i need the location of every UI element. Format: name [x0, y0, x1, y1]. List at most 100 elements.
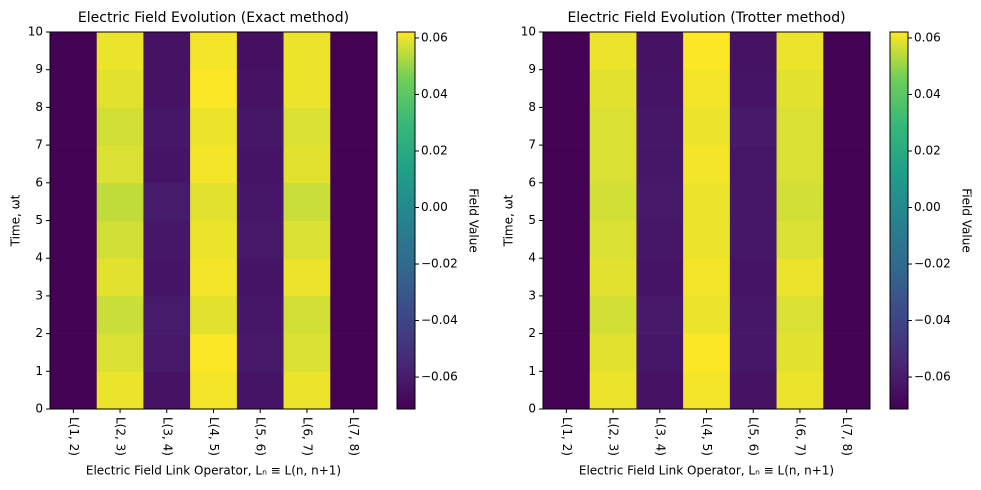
heatmap-cell	[776, 182, 824, 221]
colorbar-tick-label: 0.02	[421, 143, 448, 157]
heatmap-cell	[776, 333, 824, 372]
x-tick-label: L(2, 3)	[607, 417, 621, 456]
heatmap-cell	[589, 182, 637, 221]
colorbar-tick-label: −0.04	[914, 313, 951, 327]
x-tick-label: L(3, 4)	[160, 417, 174, 456]
heatmap-cell	[283, 69, 331, 108]
y-tick-label: 1	[528, 364, 536, 378]
heatmap-cell	[236, 69, 284, 108]
heatmap-cell	[683, 220, 731, 259]
heatmap-cell	[283, 371, 331, 410]
x-tick-label: L(4, 5)	[700, 417, 714, 456]
x-axis-label: Electric Field Link Operator, Lₙ ≡ L(n, …	[86, 464, 341, 478]
heatmap-cell	[823, 32, 871, 70]
heatmap-cell	[589, 69, 637, 108]
x-axis-label: Electric Field Link Operator, Lₙ ≡ L(n, …	[579, 464, 834, 478]
heatmap-cell	[543, 258, 591, 297]
heatmap-cell	[543, 295, 591, 334]
heatmap-cell	[143, 32, 191, 70]
heatmap-cell	[683, 333, 731, 372]
heatmap-cell	[776, 32, 824, 70]
x-tick-label: L(6, 7)	[300, 417, 314, 456]
colorbar-tick-label: 0.02	[914, 143, 941, 157]
heatmap-cell	[190, 333, 238, 372]
heatmap-cell	[636, 258, 684, 297]
heatmap-cell	[683, 69, 731, 108]
heatmap-cell	[236, 371, 284, 410]
y-tick-label: 9	[528, 62, 536, 76]
heatmap-cell	[589, 371, 637, 410]
heatmap-cell	[190, 258, 238, 297]
heatmap-cell	[636, 32, 684, 70]
x-tick-label: L(5, 6)	[254, 417, 268, 456]
heatmap-cell	[776, 258, 824, 297]
y-tick-label: 8	[35, 100, 43, 114]
y-tick-label: 10	[28, 25, 43, 39]
heatmap-cell	[636, 107, 684, 146]
x-tick-label: L(3, 4)	[653, 417, 667, 456]
colorbar-tick-label: −0.06	[421, 370, 458, 384]
heatmap-cell	[143, 182, 191, 221]
y-axis-label: Time, ωt	[502, 194, 516, 247]
heatmap-cell	[190, 69, 238, 108]
heatmap-cell	[283, 258, 331, 297]
heatmap-cell	[589, 295, 637, 334]
x-tick-label: L(1, 2)	[560, 417, 574, 456]
colorbar-tick-label: 0.04	[914, 87, 941, 101]
heatmap-cell	[823, 258, 871, 297]
heatmap-cell	[96, 32, 144, 70]
heatmap-cell	[96, 333, 144, 372]
heatmap-cell	[283, 333, 331, 372]
heatmap-cell	[96, 107, 144, 146]
heatmap-cell	[543, 182, 591, 221]
heatmap-cell	[50, 182, 98, 221]
y-tick-label: 4	[35, 251, 43, 265]
colorbar-tick-label: −0.02	[914, 257, 951, 271]
colorbar	[396, 31, 416, 410]
y-tick-label: 4	[528, 251, 536, 265]
heatmap-cell	[729, 107, 777, 146]
heatmap-cell	[543, 32, 591, 70]
heatmap-cell	[330, 69, 378, 108]
y-tick-label: 3	[528, 288, 536, 302]
heatmap-cell	[636, 371, 684, 410]
heatmap-cell	[636, 295, 684, 334]
heatmap-cell	[236, 182, 284, 221]
heatmap-cell	[330, 32, 378, 70]
heatmap-cell	[729, 145, 777, 184]
heatmap-cell	[190, 220, 238, 259]
heatmap-cell	[236, 107, 284, 146]
heatmap-cell	[683, 295, 731, 334]
heatmap-cell	[776, 371, 824, 410]
heatmap-cell	[50, 295, 98, 334]
heatmap-cell	[683, 258, 731, 297]
heatmap-cell	[776, 220, 824, 259]
heatmap-cell	[143, 371, 191, 410]
heatmap-cell	[96, 69, 144, 108]
heatmap-cell	[236, 32, 284, 70]
y-tick-label: 3	[35, 288, 43, 302]
heatmap-cell	[543, 145, 591, 184]
y-tick-label: 6	[528, 175, 536, 189]
heatmap-cell	[50, 145, 98, 184]
y-tick-label: 10	[521, 25, 536, 39]
heatmap-cell	[283, 295, 331, 334]
y-tick-label: 7	[528, 138, 536, 152]
chart-title: Electric Field Evolution (Exact method)	[78, 10, 349, 26]
heatmap-cell	[729, 258, 777, 297]
heatmap-cell	[589, 145, 637, 184]
heatmap-cell	[823, 295, 871, 334]
heatmap-cell	[729, 333, 777, 372]
heatmap-cell	[330, 371, 378, 410]
heatmap-cell	[729, 371, 777, 410]
heatmap-cell	[96, 371, 144, 410]
heatmap-cell	[283, 220, 331, 259]
heatmap-cell	[236, 333, 284, 372]
heatmap-cell	[729, 182, 777, 221]
heatmap-cell	[143, 69, 191, 108]
heatmap-cell	[683, 32, 731, 70]
y-tick-label: 2	[528, 326, 536, 340]
heatmap-cell	[50, 32, 98, 70]
heatmap-cell	[543, 333, 591, 372]
